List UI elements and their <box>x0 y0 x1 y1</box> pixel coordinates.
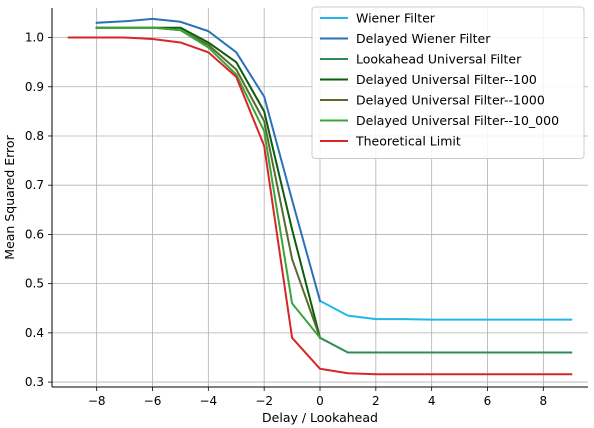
series-line-1 <box>318 299 573 321</box>
legend-entry-label: Theoretical Limit <box>355 134 461 149</box>
x-tick-label: 0 <box>316 394 324 408</box>
plot-lines <box>67 17 573 376</box>
legend-entry-label: Wiener Filter <box>356 11 436 26</box>
y-axis-label: Mean Squared Error <box>2 134 17 259</box>
y-tick-label: 0.9 <box>25 80 44 94</box>
x-axis-label: Delay / Lookahead <box>262 410 378 425</box>
x-tick-label: 8 <box>540 394 548 408</box>
legend-entry-label: Delayed Wiener Filter <box>356 31 491 46</box>
y-tick-label: 0.8 <box>25 129 44 143</box>
x-tick-label: 4 <box>428 394 436 408</box>
y-tick-label: 0.6 <box>25 227 44 241</box>
x-tick-label: 6 <box>484 394 492 408</box>
series-line-2 <box>95 17 322 303</box>
legend-entry-label: Delayed Universal Filter--100 <box>356 72 537 87</box>
legend-entry-label: Delayed Universal Filter--1000 <box>356 93 545 108</box>
series-line-3 <box>318 336 573 354</box>
y-tick-label: 1.0 <box>25 31 44 45</box>
x-tick-label: −6 <box>144 394 162 408</box>
x-tick-label: −8 <box>88 394 106 408</box>
x-tick-label: −2 <box>255 394 273 408</box>
legend-entry-label: Delayed Universal Filter--10_000 <box>356 113 559 128</box>
y-tick-label: 0.4 <box>25 326 44 340</box>
legend-box <box>311 6 585 159</box>
y-tick-label: 0.3 <box>25 375 44 389</box>
series-line-6 <box>95 26 322 340</box>
legend: Wiener Filter Delayed Wiener Filter Lookah… <box>311 6 585 159</box>
x-tick-label: −4 <box>199 394 217 408</box>
x-tick-label: 2 <box>372 394 380 408</box>
legend-entry-label: Lookahead Universal Filter <box>356 52 522 67</box>
y-tick-label: 0.5 <box>25 277 44 291</box>
series-line-7 <box>67 36 573 376</box>
axes: −8 −6 −4 −2 0 2 4 6 8 0.3 0.4 0.5 0.6 0.7 0.8 0.9 1.0 <box>25 8 588 408</box>
y-tick-label: 0.7 <box>25 178 44 192</box>
